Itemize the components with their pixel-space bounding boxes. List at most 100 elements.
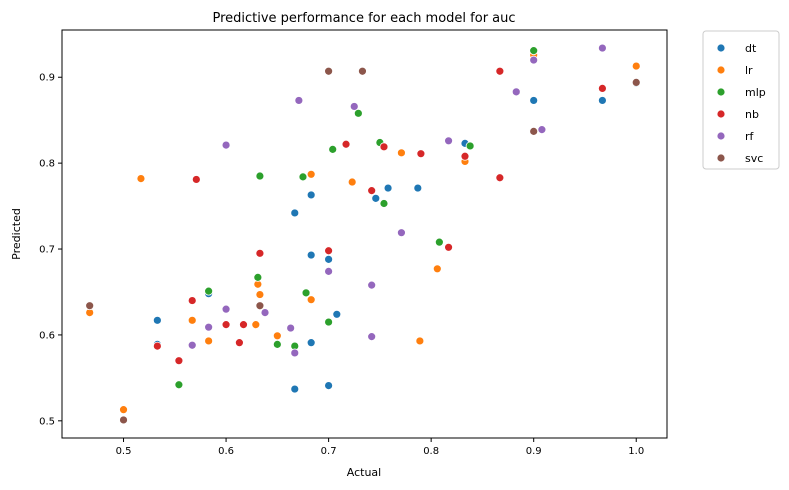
point-svc-5 <box>529 126 539 136</box>
chart-title: Predictive performance for each model fo… <box>212 11 515 26</box>
point-mlp-15 <box>529 46 539 56</box>
point-svc-2 <box>255 301 265 311</box>
point-rf-10 <box>367 280 377 290</box>
y-tick-label: 0.5 <box>39 416 55 427</box>
x-axis-label: Actual <box>347 466 381 479</box>
point-rf-4 <box>260 308 270 317</box>
legend-frame <box>702 30 780 170</box>
point-svc-6 <box>631 78 641 87</box>
y-axis-label: Predicted <box>10 208 23 260</box>
point-rf-0 <box>187 340 197 350</box>
legend-label-svc: svc <box>745 152 763 165</box>
point-mlp-9 <box>328 144 338 154</box>
point-lr-7 <box>255 290 265 299</box>
point-nb-6 <box>239 320 248 330</box>
legend-marker-dt <box>716 43 726 53</box>
point-dt-11 <box>371 193 381 203</box>
point-lr-2 <box>136 174 146 184</box>
point-dt-12 <box>383 183 393 193</box>
point-dt-9 <box>324 381 334 391</box>
point-mlp-3 <box>255 171 265 181</box>
legend-marker-nb <box>716 109 726 119</box>
point-rf-7 <box>294 96 304 105</box>
x-tick-label: 0.8 <box>423 446 439 457</box>
legend-label-nb: nb <box>745 108 759 121</box>
point-rf-17 <box>598 43 607 53</box>
legend-marker-mlp <box>716 87 726 97</box>
point-rf-16 <box>537 125 547 135</box>
point-svc-4 <box>358 66 367 76</box>
point-lr-12 <box>397 148 406 158</box>
point-dt-6 <box>306 250 316 260</box>
point-mlp-0 <box>174 380 184 390</box>
y-tick-label: 0.8 <box>39 159 55 170</box>
legend-label-dt: dt <box>745 42 757 55</box>
x-tick-label: 0.6 <box>218 446 234 457</box>
x-tick-label: 0.5 <box>116 446 132 457</box>
point-nb-7 <box>255 248 265 258</box>
plot-points <box>85 43 641 425</box>
point-nb-10 <box>367 186 377 196</box>
point-nb-15 <box>495 66 505 76</box>
point-mlp-8 <box>324 317 334 327</box>
legend-marker-svc <box>716 153 726 163</box>
point-rf-11 <box>367 332 377 342</box>
point-lr-4 <box>204 336 214 346</box>
point-nb-0 <box>152 341 162 351</box>
point-nb-3 <box>191 175 201 184</box>
legend-marker-rf <box>716 131 726 141</box>
point-dt-8 <box>324 254 334 264</box>
point-nb-1 <box>174 356 184 366</box>
point-dt-13 <box>413 183 423 193</box>
point-dt-4 <box>290 384 300 394</box>
point-nb-9 <box>341 139 351 149</box>
legend-marker-lr <box>716 65 726 75</box>
point-rf-12 <box>397 228 406 238</box>
point-mlp-2 <box>253 272 263 282</box>
x-tick-label: 1.0 <box>628 446 644 457</box>
x-axis-ticks: 0.5 0.6 0.7 0.8 0.9 1.0 <box>116 438 644 457</box>
point-mlp-10 <box>353 108 363 118</box>
point-rf-9 <box>349 102 359 111</box>
point-dt-7 <box>306 338 316 348</box>
point-lr-3 <box>187 315 197 325</box>
point-lr-8 <box>272 331 282 341</box>
point-svc-0 <box>85 301 95 311</box>
point-dt-15 <box>529 96 539 105</box>
point-lr-1 <box>119 405 128 415</box>
point-nb-8 <box>324 246 334 256</box>
point-dt-16 <box>598 96 607 105</box>
point-nb-4 <box>221 320 231 330</box>
point-rf-1 <box>204 322 214 332</box>
point-lr-13 <box>415 336 425 346</box>
point-rf-3 <box>221 304 231 314</box>
y-tick-label: 0.9 <box>39 73 55 84</box>
legend: dt lr mlp nb rf svc <box>702 30 780 170</box>
x-tick-label: 0.9 <box>526 446 542 457</box>
point-nb-14 <box>460 151 470 161</box>
point-rf-13 <box>444 136 453 146</box>
point-dt-3 <box>290 208 300 218</box>
point-nb-5 <box>234 338 244 348</box>
y-tick-label: 0.6 <box>39 330 55 341</box>
point-rf-5 <box>286 323 296 333</box>
point-nb-12 <box>416 149 426 159</box>
legend-label-mlp: mlp <box>745 86 766 99</box>
point-svc-1 <box>119 415 128 425</box>
point-nb-13 <box>444 242 453 252</box>
point-lr-5 <box>251 320 261 330</box>
point-mlp-1 <box>204 286 214 296</box>
point-lr-10 <box>306 169 316 179</box>
point-mlp-6 <box>298 172 308 182</box>
point-nb-2 <box>187 296 197 305</box>
point-rf-14 <box>511 87 521 97</box>
point-nb-11 <box>379 142 389 152</box>
point-nb-16 <box>495 173 505 183</box>
point-mlp-12 <box>379 199 389 208</box>
x-tick-label: 0.7 <box>321 446 337 457</box>
point-rf-6 <box>290 348 300 358</box>
point-mlp-4 <box>272 339 282 349</box>
point-rf-15 <box>529 55 539 65</box>
plot-area-frame <box>61 29 668 439</box>
